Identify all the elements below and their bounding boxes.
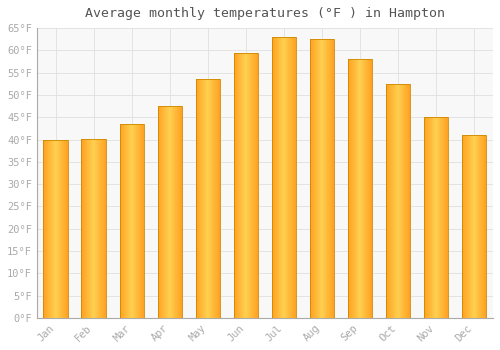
Bar (82, 139, 106, 318)
Title: Average monthly temperatures (°F ) in Hampton: Average monthly temperatures (°F ) in Ha… (85, 7, 445, 20)
Bar (310, 39, 334, 318)
Bar (462, 135, 486, 318)
Bar (272, 37, 296, 318)
Bar (234, 52, 258, 318)
Bar (44, 140, 68, 318)
Bar (424, 117, 448, 318)
Bar (158, 106, 182, 318)
Bar (120, 124, 144, 318)
Bar (196, 79, 220, 318)
Bar (386, 84, 410, 318)
Bar (348, 59, 372, 318)
